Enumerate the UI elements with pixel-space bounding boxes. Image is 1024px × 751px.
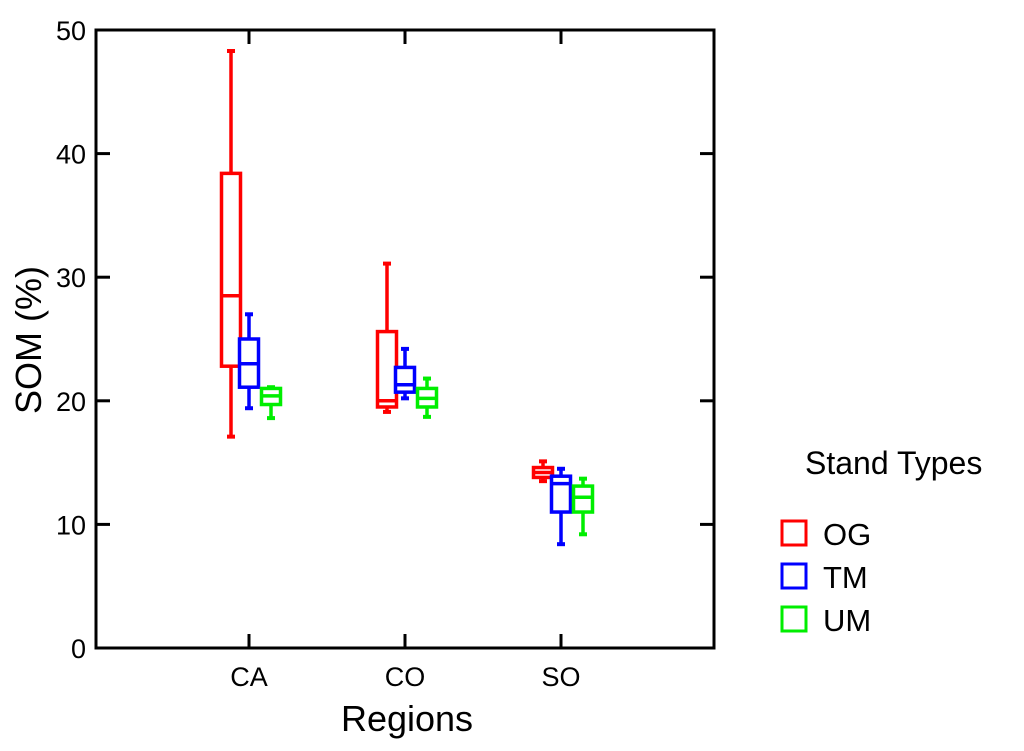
y-tick-label: 40	[56, 140, 86, 170]
legend-swatch-og	[780, 519, 808, 547]
box-iqr	[571, 484, 595, 514]
box-iqr	[393, 365, 417, 394]
box-um-ca	[259, 385, 283, 421]
legend: Stand Types OG TM UM	[780, 445, 982, 638]
legend-title: Stand Types	[805, 445, 982, 481]
y-tick-label: 30	[56, 263, 86, 293]
y-tick-label: 50	[56, 16, 86, 46]
x-tick-label: CA	[230, 662, 268, 692]
legend-label-um: UM	[823, 603, 871, 638]
legend-label-og: OG	[823, 517, 871, 552]
legend-swatch-um	[780, 605, 808, 633]
box-iqr	[219, 171, 243, 368]
box-um-co	[415, 376, 439, 419]
y-tick-label: 20	[56, 387, 86, 417]
box-tm-so	[549, 466, 573, 547]
y-tick-label: 0	[71, 634, 86, 664]
box-og-so	[531, 459, 555, 484]
box-iqr	[375, 329, 399, 409]
x-axis-title: Regions	[341, 698, 473, 739]
legend-swatch-tm	[780, 562, 808, 590]
y-axis-title: SOM (%)	[8, 266, 49, 414]
box-tm-co	[393, 346, 417, 401]
box-og-co	[375, 261, 399, 414]
box-tm-ca	[237, 312, 261, 411]
box-og-ca	[219, 49, 243, 439]
box-um-so	[571, 476, 595, 537]
plot-frame	[94, 28, 716, 650]
x-tick-label: CO	[385, 662, 426, 692]
y-tick-label: 10	[56, 510, 86, 540]
box-iqr	[549, 474, 573, 514]
legend-label-tm: TM	[823, 560, 868, 595]
x-tick-label: SO	[541, 662, 580, 692]
